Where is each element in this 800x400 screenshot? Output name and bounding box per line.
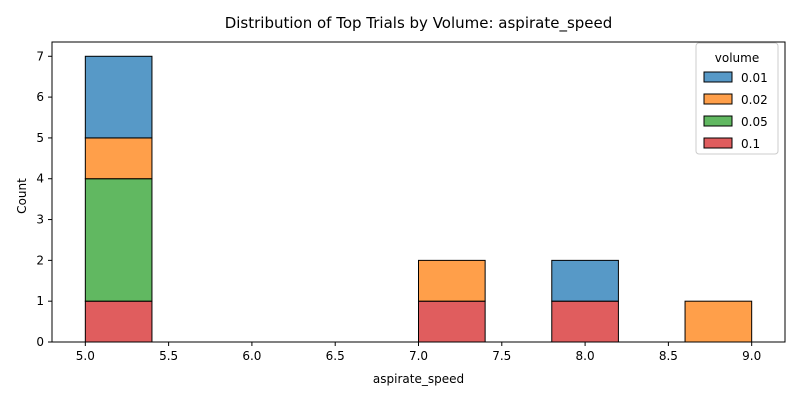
legend-label-0.1: 0.1 bbox=[741, 137, 760, 151]
axes-group: 5.0 5.5 6.0 6.5 7.0 7.5 8.0 8.5 9.0 0 1 2 3 4 5 6 7 bbox=[36, 41, 786, 363]
x-tick-label: 5.0 bbox=[76, 349, 95, 363]
y-axis-label: Count bbox=[15, 178, 29, 214]
legend-label-0.05: 0.05 bbox=[741, 115, 768, 129]
bar-segment-vol-0.02-bin-9 bbox=[684, 300, 753, 343]
bar-segment-vol-0.1-bin-0 bbox=[84, 300, 153, 343]
bar-segment-vol-0.01-bin-7 bbox=[551, 259, 619, 302]
legend-label-0.01: 0.01 bbox=[741, 71, 768, 85]
legend-swatch-0.01 bbox=[703, 71, 733, 83]
chart-title: Distribution of Top Trials by Volume: as… bbox=[225, 14, 613, 33]
x-tick-label: 7.5 bbox=[492, 349, 511, 363]
bar-segment-vol-0.01-bin-0 bbox=[84, 55, 153, 139]
x-tick-label: 6.0 bbox=[242, 349, 261, 363]
legend-title: volume bbox=[715, 51, 759, 65]
x-tick-label: 6.5 bbox=[326, 349, 345, 363]
legend-swatch-0.02 bbox=[703, 93, 733, 105]
y-tick-label: 4 bbox=[36, 172, 44, 186]
y-tick-label: 5 bbox=[36, 131, 44, 145]
legend: volume 0.01 0.02 0.05 0.1 bbox=[695, 42, 779, 155]
bar-segment-vol-0.02-bin-0 bbox=[84, 137, 153, 180]
y-tick-label: 0 bbox=[36, 335, 44, 349]
x-tick-label: 9.0 bbox=[742, 349, 761, 363]
x-tick-label: 7.0 bbox=[409, 349, 428, 363]
x-tick-label: 8.0 bbox=[576, 349, 595, 363]
legend-label-0.02: 0.02 bbox=[741, 93, 768, 107]
x-tick-label: 8.5 bbox=[659, 349, 678, 363]
y-tick-label: 1 bbox=[36, 294, 44, 308]
bars-group bbox=[84, 55, 753, 343]
x-axis-label: aspirate_speed bbox=[373, 372, 464, 386]
y-tick-label: 2 bbox=[36, 253, 44, 267]
y-tick-label: 6 bbox=[36, 90, 44, 104]
y-tick-label: 7 bbox=[36, 49, 44, 63]
y-tick-label: 3 bbox=[36, 213, 44, 227]
bar-segment-vol-0.05-bin-0 bbox=[84, 178, 153, 302]
bar-segment-vol-0.1-bin-5 bbox=[418, 300, 486, 343]
legend-swatch-0.05 bbox=[703, 115, 733, 127]
bar-segment-vol-0.1-bin-7 bbox=[551, 300, 619, 343]
legend-swatch-0.1 bbox=[703, 137, 733, 149]
bar-segment-vol-0.02-bin-5 bbox=[418, 259, 486, 302]
x-tick-label: 5.5 bbox=[159, 349, 178, 363]
